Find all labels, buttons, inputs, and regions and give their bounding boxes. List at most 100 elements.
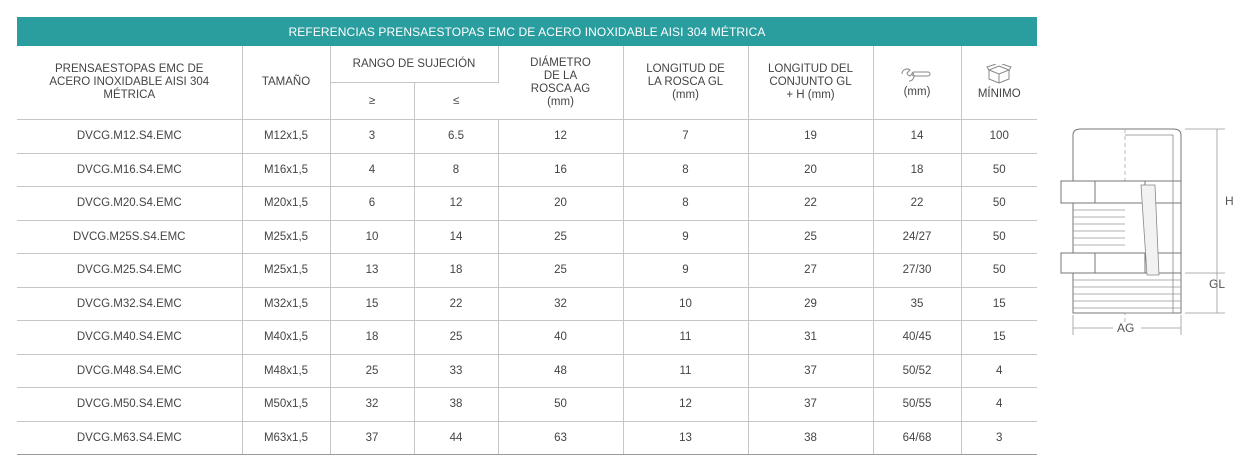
cell-max: 6.5 (414, 119, 499, 154)
cell-wrench: 64/68 (873, 421, 962, 455)
cell-ag: 63 (498, 421, 624, 455)
cell-max: 8 (414, 153, 499, 187)
cell-min: 37 (330, 421, 415, 455)
wrench-icon (901, 68, 931, 82)
cell-min: 3 (330, 119, 415, 154)
cell-max: 22 (414, 287, 499, 321)
cell-qty: 15 (961, 320, 1037, 355)
cell-glh: 19 (748, 119, 874, 154)
cell-gl: 11 (623, 320, 749, 355)
cell-glh: 25 (748, 220, 874, 254)
table-row: DVCG.M20.S4.EMC M20x1,5 6 12 20 8 22 22 50 (17, 186, 1037, 221)
cell-qty: 4 (961, 387, 1037, 422)
cell-wrench: 50/52 (873, 354, 962, 388)
cell-size: M12x1,5 (242, 119, 331, 154)
header-thread-diameter: DIÁMETRO DE LA ROSCA AG (mm) (498, 46, 624, 120)
header-clamp-max: ≤ (414, 82, 498, 120)
cell-min: 18 (330, 320, 415, 355)
cell-gl: 9 (623, 253, 749, 288)
table-row: DVCG.M48.S4.EMC M48x1,5 25 33 48 11 37 50/52 4 (17, 354, 1037, 388)
box-icon (986, 64, 1013, 84)
header-clamp-range: RANGO DE SUJECIÓN (330, 46, 499, 83)
cell-ref: DVCG.M50.S4.EMC (17, 387, 243, 422)
cell-gl: 9 (623, 220, 749, 254)
cell-size: M63x1,5 (242, 421, 331, 455)
cell-glh: 31 (748, 320, 874, 355)
cell-ref: DVCG.M40.S4.EMC (17, 320, 243, 355)
cell-max: 33 (414, 354, 499, 388)
table-row: DVCG.M12.S4.EMC M12x1,5 3 6.5 12 7 19 14 100 (17, 119, 1037, 154)
cell-ag: 20 (498, 186, 624, 221)
cell-qty: 50 (961, 186, 1037, 221)
cell-glh: 37 (748, 387, 874, 422)
cell-size: M48x1,5 (242, 354, 331, 388)
table-row: DVCG.M25.S4.EMC M25x1,5 13 18 25 9 27 27/30 50 (17, 253, 1037, 288)
references-table: REFERENCIAS PRENSAESTOPAS EMC DE ACERO I… (17, 17, 1037, 455)
cell-size: M20x1,5 (242, 186, 331, 221)
cell-gl: 8 (623, 186, 749, 221)
table-row: DVCG.M16.S4.EMC M16x1,5 4 8 16 8 20 18 50 (17, 153, 1037, 187)
cell-ref: DVCG.M16.S4.EMC (17, 153, 243, 187)
spec-table: PRENSAESTOPAS EMC DE ACERO INOXIDABLE AI… (17, 46, 1037, 455)
cell-min: 25 (330, 354, 415, 388)
cell-max: 18 (414, 253, 499, 288)
cell-ag: 25 (498, 220, 624, 254)
cell-qty: 4 (961, 354, 1037, 388)
cell-size: M25x1,5 (242, 220, 331, 254)
cell-wrench: 24/27 (873, 220, 962, 254)
cell-ref: DVCG.M32.S4.EMC (17, 287, 243, 321)
cell-min: 10 (330, 220, 415, 254)
cell-wrench: 40/45 (873, 320, 962, 355)
header-product: PRENSAESTOPAS EMC DE ACERO INOXIDABLE AI… (17, 46, 243, 120)
cell-ag: 12 (498, 119, 624, 154)
cell-min: 13 (330, 253, 415, 288)
cell-glh: 37 (748, 354, 874, 388)
cell-gl: 12 (623, 387, 749, 422)
cell-size: M40x1,5 (242, 320, 331, 355)
cell-gl: 11 (623, 354, 749, 388)
cell-max: 44 (414, 421, 499, 455)
table-row: DVCG.M32.S4.EMC M32x1,5 15 22 32 10 29 35 15 (17, 287, 1037, 321)
cell-size: M25x1,5 (242, 253, 331, 288)
cell-qty: 50 (961, 220, 1037, 254)
cell-glh: 20 (748, 153, 874, 187)
cell-gl: 7 (623, 119, 749, 154)
cell-wrench: 27/30 (873, 253, 962, 288)
header-size: TAMAÑO (242, 46, 331, 120)
cell-min: 6 (330, 186, 415, 221)
cell-qty: 15 (961, 287, 1037, 321)
cell-ref: DVCG.M63.S4.EMC (17, 421, 243, 455)
cell-ref: DVCG.M12.S4.EMC (17, 119, 243, 154)
table-title: REFERENCIAS PRENSAESTOPAS EMC DE ACERO I… (17, 17, 1037, 46)
table-row: DVCG.M50.S4.EMC M50x1,5 32 38 50 12 37 50/55 4 (17, 387, 1037, 422)
cell-ref: DVCG.M20.S4.EMC (17, 186, 243, 221)
cell-ag: 48 (498, 354, 624, 388)
label-gl: GL (1209, 277, 1225, 291)
cell-min: 15 (330, 287, 415, 321)
table-row: DVCG.M63.S4.EMC M63x1,5 37 44 63 13 38 64/68 3 (17, 421, 1037, 455)
cell-gl: 10 (623, 287, 749, 321)
cell-wrench: 14 (873, 119, 962, 154)
table-row: DVCG.M40.S4.EMC M40x1,5 18 25 40 11 31 40/45 15 (17, 320, 1037, 355)
cell-size: M50x1,5 (242, 387, 331, 422)
cell-ref: DVCG.M48.S4.EMC (17, 354, 243, 388)
cell-glh: 38 (748, 421, 874, 455)
cell-max: 38 (414, 387, 499, 422)
cell-max: 14 (414, 220, 499, 254)
cell-glh: 22 (748, 186, 874, 221)
cell-max: 25 (414, 320, 499, 355)
cell-ag: 40 (498, 320, 624, 355)
cell-size: M16x1,5 (242, 153, 331, 187)
table-row: DVCG.M25S.S4.EMC M25x1,5 10 14 25 9 25 24/27 50 (17, 220, 1037, 254)
header-wrench: (mm) (873, 46, 962, 120)
minimum-label: MÍNIMO (977, 88, 1021, 100)
cell-gl: 8 (623, 153, 749, 187)
cell-ref: DVCG.M25S.S4.EMC (17, 220, 243, 254)
cell-min: 4 (330, 153, 415, 187)
cell-ref: DVCG.M25.S4.EMC (17, 253, 243, 288)
cell-wrench: 22 (873, 186, 962, 221)
cell-qty: 100 (961, 119, 1037, 154)
cell-glh: 29 (748, 287, 874, 321)
cell-wrench: 18 (873, 153, 962, 187)
header-thread-length: LONGITUD DE LA ROSCA GL (mm) (623, 46, 749, 120)
